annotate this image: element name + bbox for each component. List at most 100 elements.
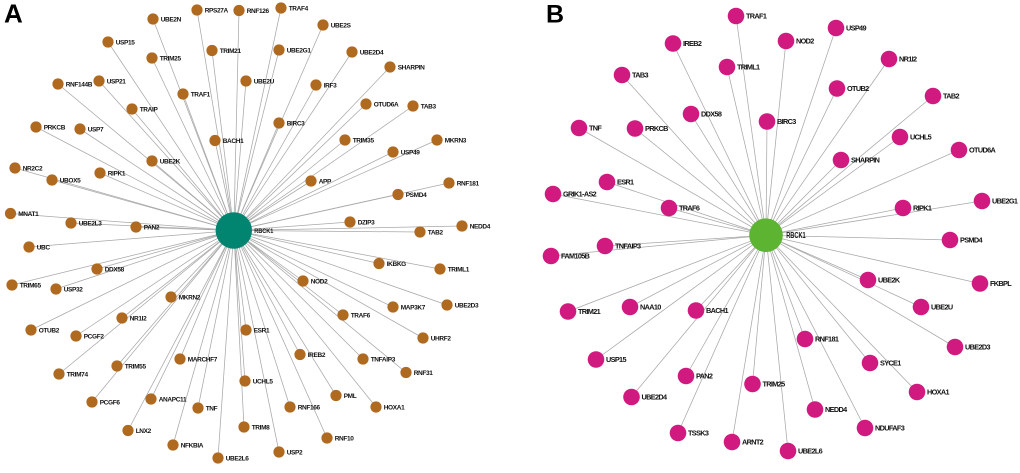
- svg-text:RNF10: RNF10: [335, 435, 355, 442]
- svg-text:TRIM25: TRIM25: [160, 55, 182, 62]
- svg-text:OTUD6A: OTUD6A: [969, 146, 996, 155]
- svg-text:TRAF6: TRAF6: [679, 204, 700, 213]
- svg-text:RNF166: RNF166: [298, 404, 321, 411]
- svg-text:IREB2: IREB2: [683, 39, 702, 48]
- svg-text:UCHL5: UCHL5: [910, 133, 932, 142]
- svg-text:ESR1: ESR1: [617, 178, 634, 187]
- svg-text:SYCE1: SYCE1: [880, 359, 901, 368]
- svg-text:PRKCB: PRKCB: [645, 124, 668, 133]
- svg-text:UBE2D3: UBE2D3: [455, 302, 479, 309]
- svg-text:MNAT1: MNAT1: [18, 211, 39, 218]
- svg-text:NDUFAF3: NDUFAF3: [875, 424, 905, 433]
- svg-text:TRIML1: TRIML1: [448, 266, 470, 273]
- svg-text:TRIM21: TRIM21: [220, 48, 242, 55]
- svg-text:RPS27A: RPS27A: [205, 7, 229, 14]
- svg-text:FKBPL: FKBPL: [990, 279, 1012, 288]
- svg-text:UBE2L6: UBE2L6: [226, 455, 250, 462]
- svg-text:NOD2: NOD2: [796, 37, 814, 46]
- svg-text:RNF144B: RNF144B: [66, 81, 93, 88]
- svg-text:UBE2U: UBE2U: [254, 78, 275, 85]
- svg-text:OTUB2: OTUB2: [847, 84, 869, 93]
- svg-text:IRF3: IRF3: [324, 82, 337, 89]
- svg-text:TRAF6: TRAF6: [351, 312, 371, 319]
- svg-text:OTUB2: OTUB2: [39, 327, 60, 334]
- svg-text:UBE2D3: UBE2D3: [965, 343, 990, 352]
- svg-text:UBOX5: UBOX5: [60, 177, 81, 184]
- svg-text:IKBKG: IKBKG: [387, 261, 406, 268]
- svg-text:UBE2S: UBE2S: [331, 22, 352, 29]
- svg-text:TRIM25: TRIM25: [763, 380, 786, 389]
- svg-text:TAB2: TAB2: [428, 229, 444, 236]
- svg-text:BACH1: BACH1: [706, 306, 728, 315]
- svg-text:TRIML1: TRIML1: [737, 63, 760, 72]
- svg-text:RNF31: RNF31: [414, 370, 434, 377]
- svg-text:UBE2L6: UBE2L6: [798, 447, 823, 456]
- svg-text:UBE2N: UBE2N: [161, 16, 182, 23]
- svg-text:PSMD4: PSMD4: [406, 192, 427, 199]
- svg-text:RBCK1: RBCK1: [786, 231, 806, 240]
- svg-text:TNF: TNF: [589, 124, 602, 133]
- svg-text:USP32: USP32: [64, 286, 84, 293]
- svg-text:NR2C2: NR2C2: [23, 165, 43, 172]
- svg-text:USP49: USP49: [846, 24, 866, 33]
- svg-text:TAB2: TAB2: [943, 92, 960, 101]
- svg-text:PCGF6: PCGF6: [100, 399, 121, 406]
- svg-text:HOXA1: HOXA1: [384, 404, 405, 411]
- svg-text:MKRN2: MKRN2: [179, 294, 201, 301]
- svg-text:PML: PML: [344, 393, 357, 400]
- svg-text:TRAIP: TRAIP: [140, 106, 159, 113]
- svg-text:IREB2: IREB2: [308, 352, 326, 359]
- svg-text:ARNT2: ARNT2: [742, 438, 764, 447]
- svg-text:MKRN3: MKRN3: [445, 137, 467, 144]
- svg-text:DZIP3: DZIP3: [358, 219, 375, 226]
- svg-text:BIRC3: BIRC3: [287, 120, 305, 127]
- svg-text:TSSK3: TSSK3: [688, 429, 709, 438]
- svg-text:UBE2U: UBE2U: [931, 303, 953, 312]
- svg-text:GRIK1-AS2: GRIK1-AS2: [563, 190, 597, 199]
- svg-text:TNFAIP3: TNFAIP3: [371, 356, 396, 363]
- svg-text:FAM105B: FAM105B: [561, 252, 590, 261]
- svg-text:TRIM8: TRIM8: [252, 424, 270, 431]
- svg-text:TNFAIP3: TNFAIP3: [615, 242, 641, 251]
- svg-text:UBE2D4: UBE2D4: [642, 393, 668, 402]
- svg-text:USP15: USP15: [606, 355, 626, 364]
- svg-text:NEDD4: NEDD4: [470, 223, 491, 230]
- svg-text:SHARPIN: SHARPIN: [851, 156, 880, 165]
- svg-text:PRKCB: PRKCB: [44, 124, 66, 131]
- svg-text:TRAF4: TRAF4: [289, 5, 309, 12]
- svg-text:PCGF2: PCGF2: [84, 333, 105, 340]
- svg-text:RBCK1: RBCK1: [254, 228, 273, 235]
- svg-text:UHRF2: UHRF2: [431, 335, 452, 342]
- svg-text:RNF181: RNF181: [815, 335, 839, 344]
- svg-text:TRIM65: TRIM65: [20, 282, 42, 289]
- svg-text:TNF: TNF: [206, 405, 218, 412]
- svg-text:TRIM21: TRIM21: [578, 307, 601, 316]
- svg-text:OTUD6A: OTUD6A: [374, 101, 399, 108]
- svg-text:UBE2D4: UBE2D4: [360, 49, 384, 56]
- svg-text:SHARPIN: SHARPIN: [398, 64, 425, 71]
- svg-text:A: A: [4, 0, 23, 29]
- svg-text:APP: APP: [319, 178, 332, 185]
- svg-text:RNF181: RNF181: [457, 180, 480, 187]
- svg-text:PAN2: PAN2: [696, 372, 713, 381]
- svg-text:NR1I2: NR1I2: [130, 315, 147, 322]
- svg-text:RNF126: RNF126: [247, 8, 270, 15]
- svg-text:BIRC3: BIRC3: [777, 117, 796, 126]
- svg-text:ESR1: ESR1: [254, 327, 270, 334]
- svg-text:NFKBIA: NFKBIA: [181, 442, 204, 449]
- svg-text:MARCHF7: MARCHF7: [188, 356, 218, 363]
- svg-text:USP7: USP7: [88, 126, 104, 133]
- svg-text:UBE2K: UBE2K: [160, 158, 181, 165]
- svg-text:USP21: USP21: [107, 78, 127, 85]
- svg-text:USP15: USP15: [116, 39, 136, 46]
- svg-text:UBE2G1: UBE2G1: [287, 47, 312, 54]
- svg-text:RIPK1: RIPK1: [913, 204, 932, 213]
- svg-text:UCHL5: UCHL5: [253, 378, 274, 385]
- svg-text:UBE2K: UBE2K: [878, 276, 901, 285]
- svg-text:NAA10: NAA10: [640, 303, 661, 312]
- svg-text:B: B: [546, 0, 564, 28]
- svg-text:LNX2: LNX2: [136, 428, 152, 435]
- svg-text:BACH1: BACH1: [223, 138, 244, 145]
- svg-text:TAB3: TAB3: [421, 103, 437, 110]
- svg-text:UBE2L3: UBE2L3: [79, 220, 103, 227]
